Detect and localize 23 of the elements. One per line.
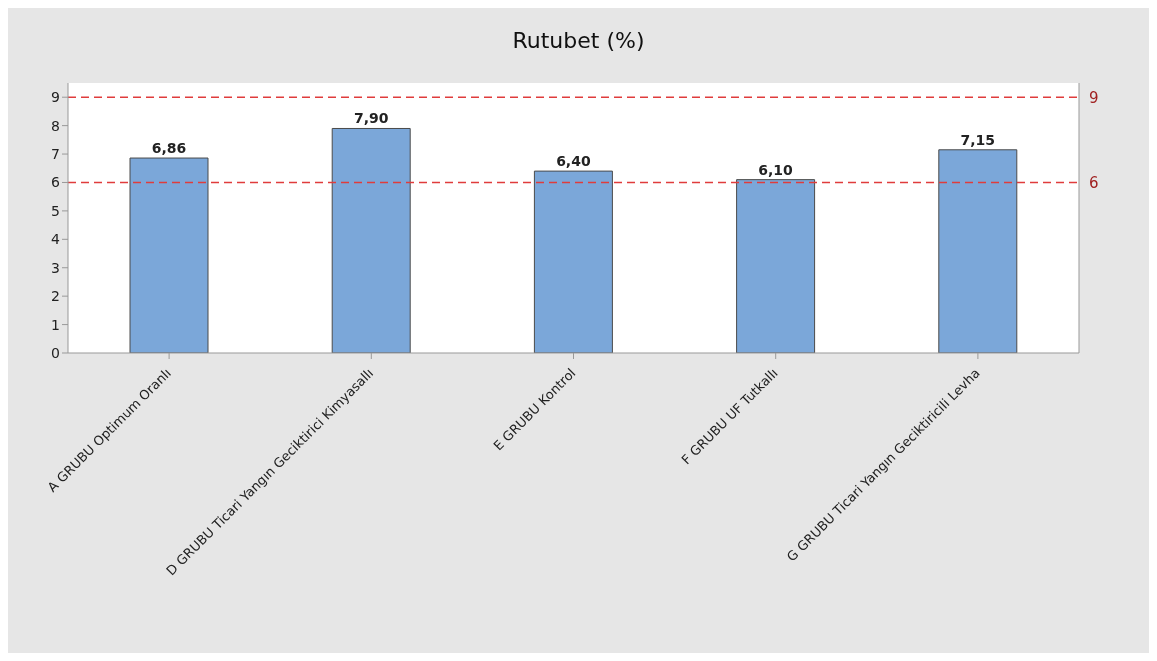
y-tick-label: 6 bbox=[51, 174, 61, 191]
ref-line-label: 9 bbox=[1089, 88, 1099, 107]
data-label: 6,10 bbox=[758, 161, 794, 178]
y-tick-label: 8 bbox=[51, 117, 60, 134]
data-label: 7,90 bbox=[353, 110, 389, 127]
y-tick-label: 4 bbox=[51, 231, 61, 248]
y-tick-label: 9 bbox=[51, 89, 60, 106]
y-tick-label: 1 bbox=[51, 316, 60, 333]
bar bbox=[331, 127, 411, 353]
y-tick-label: 0 bbox=[51, 344, 60, 361]
bar bbox=[736, 179, 816, 353]
bar bbox=[533, 170, 613, 353]
data-label: 6,40 bbox=[556, 153, 591, 170]
data-label: 6,86 bbox=[151, 140, 187, 157]
ref-line-label: 6 bbox=[1089, 173, 1099, 192]
y-tick-label: 5 bbox=[51, 202, 60, 219]
bar bbox=[129, 157, 209, 353]
data-label: 7,15 bbox=[960, 131, 996, 148]
y-tick-label: 7 bbox=[51, 146, 60, 163]
chart-title: Rutubet (%) bbox=[511, 27, 646, 55]
y-tick-label: 2 bbox=[51, 288, 60, 305]
y-tick-label: 3 bbox=[51, 259, 60, 276]
bar bbox=[938, 149, 1018, 353]
